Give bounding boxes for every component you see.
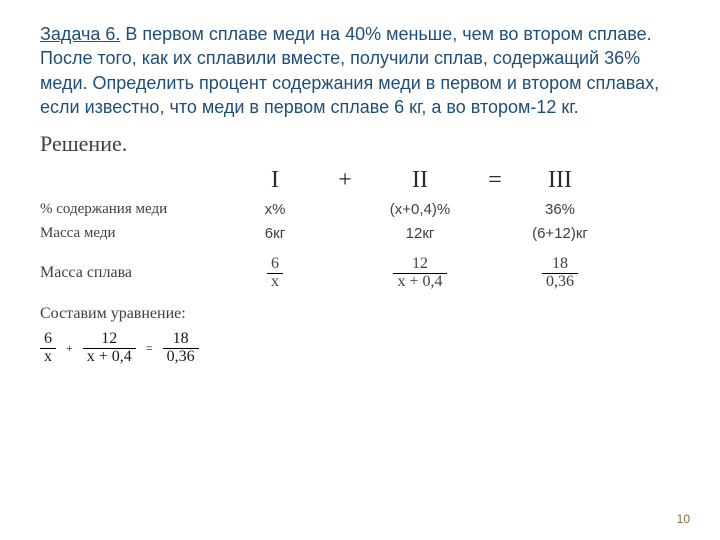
frac-num: 18 [542,256,578,273]
frac-den: 0,36 [163,348,199,366]
roman-plus: + [330,167,360,194]
label-mass-cu: Масса меди [40,225,220,242]
roman-col-1: I [220,167,330,194]
mass-cu-c3: (6+12)кг [510,225,610,242]
mass-alloy-c2: 12 x + 0,4 [360,256,480,291]
row-percent: % содержания меди x% (x+0,4)% 36% [40,198,680,220]
label-mass-alloy: Масса сплава [40,264,220,282]
problem-label: Задача 6. [40,24,120,44]
eq-term-2: 12 x + 0,4 [83,331,136,366]
mass-alloy-c3: 18 0,36 [510,256,610,291]
percent-c1: x% [220,201,330,218]
frac-num: 6 [267,256,283,273]
problem-statement: Задача 6. В первом сплаве меди на 40% ме… [40,22,680,119]
mass-cu-c1: 6кг [220,225,330,242]
roman-eq: = [480,167,510,194]
frac-num: 18 [163,331,199,348]
eq-plus: + [66,341,73,356]
label-percent: % содержания меди [40,201,220,218]
frac-den: 0,36 [542,273,578,291]
row-mass-alloy: Масса сплава 6 x 12 x + 0,4 18 0,36 [40,256,680,291]
frac-num: 6 [40,331,56,348]
row-mass-cu: Масса меди 6кг 12кг (6+12)кг [40,222,680,244]
percent-c2: (x+0,4)% [360,201,480,218]
roman-header-row: I + II = III [40,167,680,194]
frac-den: x + 0,4 [393,273,446,291]
eq-term-1: 6 x [40,331,56,366]
equation: 6 x + 12 x + 0,4 = 18 0,36 [40,331,680,366]
page-number: 10 [677,512,690,526]
roman-col-3: III [510,167,610,194]
frac-num: 12 [83,331,136,348]
eq-term-3: 18 0,36 [163,331,199,366]
mass-cu-c2: 12кг [360,225,480,242]
frac-num: 12 [393,256,446,273]
percent-c3: 36% [510,201,610,218]
mass-alloy-c1: 6 x [220,256,330,291]
frac-den: x [267,273,283,291]
equation-label: Составим уравнение: [40,305,680,323]
roman-col-2: II [360,167,480,194]
solution-heading: Решение. [40,131,680,157]
frac-den: x + 0,4 [83,348,136,366]
frac-den: x [40,348,56,366]
problem-text: В первом сплаве меди на 40% меньше, чем … [40,24,659,117]
eq-equals: = [146,341,153,356]
